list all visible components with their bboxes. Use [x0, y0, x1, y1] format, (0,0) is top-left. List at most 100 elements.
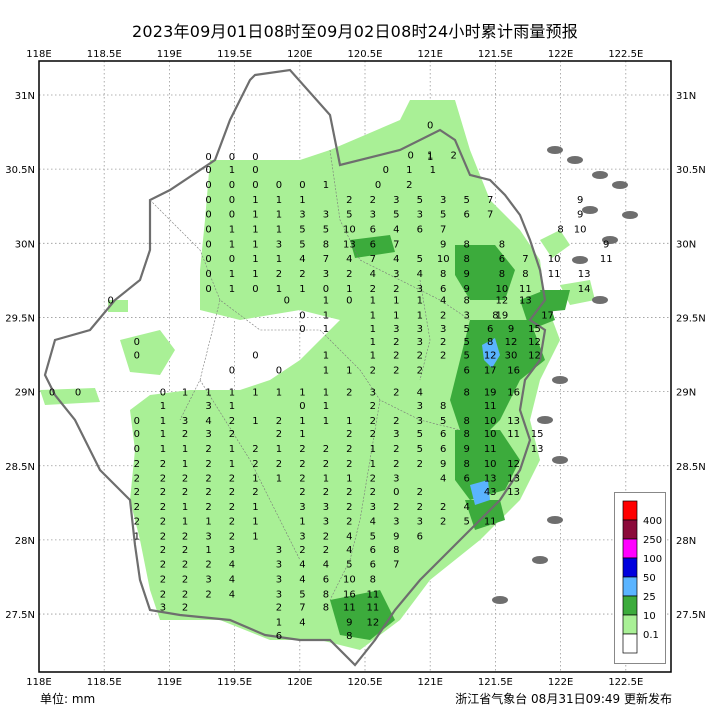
rain-value: 4: [417, 388, 423, 399]
rain-value: 3: [393, 324, 399, 335]
lon-tick-top: 118.5E: [87, 49, 122, 60]
rain-value: 2: [182, 531, 188, 542]
rain-value: 1: [205, 388, 211, 399]
rain-value: 2: [370, 429, 376, 440]
rain-value: 3: [323, 269, 329, 280]
precip-0.1-10: [130, 100, 560, 650]
rain-value: 3: [440, 195, 446, 206]
rain-value: 1: [346, 416, 352, 427]
rain-value: 5: [323, 224, 329, 235]
rain-value: 5: [417, 254, 423, 265]
rain-value: 2: [346, 195, 352, 206]
lon-tick-bottom: 122E: [548, 677, 573, 688]
rain-value: 10: [484, 416, 497, 427]
rain-value: 2: [160, 545, 166, 556]
rain-value: 0: [205, 224, 211, 235]
county-boundary: [419, 279, 431, 381]
rain-value: 1: [323, 365, 329, 376]
rain-value: 1: [370, 351, 376, 362]
rain-value: 0: [299, 401, 305, 412]
rain-value: 0: [49, 388, 55, 399]
lat-tick-left: 29N: [15, 388, 35, 399]
rain-value: 2: [160, 574, 166, 585]
precip-10-25: [350, 235, 395, 258]
legend: 400 250 100 50 25 10 0.1: [614, 492, 666, 664]
rain-value: 2: [450, 150, 456, 161]
lat-tick-right: 29N: [676, 388, 696, 399]
rain-value: 0: [134, 416, 140, 427]
rain-value: 1: [229, 165, 235, 176]
lon-tick-top: 120.5E: [348, 49, 383, 60]
rain-value: 2: [299, 444, 305, 455]
rain-value: 12: [496, 296, 509, 307]
rain-value: 2: [229, 474, 235, 485]
rain-value: 2: [393, 416, 399, 427]
rain-value: 2: [346, 388, 352, 399]
rain-value: 1: [323, 351, 329, 362]
legend-swatch: [622, 633, 638, 654]
rain-value: 7: [299, 603, 305, 614]
legend-swatch: [622, 519, 638, 540]
rain-value: 8: [440, 401, 446, 412]
rain-value: 0: [205, 152, 211, 163]
rain-value: 1: [417, 296, 423, 307]
island: [537, 416, 553, 424]
rain-value: 1: [205, 517, 211, 528]
rain-value: 2: [160, 560, 166, 571]
lat-tick-right: 27.5N: [676, 610, 706, 621]
rain-value: 1: [430, 165, 436, 176]
rain-value: 43: [484, 487, 497, 498]
rain-value: 0: [134, 429, 140, 440]
rain-value: 2: [370, 195, 376, 206]
rain-value: 19: [496, 310, 509, 321]
rain-value: 11: [600, 254, 613, 265]
rain-value: 13: [507, 487, 520, 498]
rain-value: 2: [276, 459, 282, 470]
rain-value: 3: [276, 239, 282, 250]
rain-value: 3: [323, 517, 329, 528]
lat-tick-right: 30N: [676, 239, 696, 250]
rain-value: 7: [487, 195, 493, 206]
rain-value: 0: [134, 444, 140, 455]
rain-value: 0: [299, 180, 305, 191]
rain-value: 3: [464, 310, 470, 321]
rain-value: 1: [229, 401, 235, 412]
rain-value: 7: [487, 210, 493, 221]
rain-value: 6: [417, 531, 423, 542]
rain-value: 2: [229, 517, 235, 528]
legend-swatch: [622, 595, 638, 616]
rain-value: 2: [393, 337, 399, 348]
rain-value: 2: [440, 310, 446, 321]
lon-tick-top: 121E: [417, 49, 442, 60]
rain-value: 8: [464, 388, 470, 399]
rain-value: 11: [548, 269, 561, 280]
rain-value: 4: [440, 296, 446, 307]
legend-label: 100: [643, 554, 662, 565]
rain-value: 4: [346, 531, 352, 542]
rain-value: 0: [299, 324, 305, 335]
rain-value: 2: [323, 444, 329, 455]
rain-value: 4: [299, 560, 305, 571]
rain-value: 2: [393, 388, 399, 399]
rain-value: 3: [205, 531, 211, 542]
rain-value: 2: [229, 487, 235, 498]
rain-value: 5: [464, 195, 470, 206]
rain-value: 4: [417, 269, 423, 280]
rain-value: 1: [252, 210, 258, 221]
rain-value: 0: [205, 210, 211, 221]
island: [622, 211, 638, 219]
rain-value: 8: [499, 269, 505, 280]
rain-value: 1: [160, 444, 166, 455]
rain-value: 9: [577, 210, 583, 221]
island: [547, 146, 563, 154]
rain-value: 4: [229, 560, 235, 571]
rain-value: 5: [299, 239, 305, 250]
coastline: [43, 68, 547, 667]
rain-value: 2: [393, 365, 399, 376]
lat-tick-right: 29.5N: [676, 313, 706, 324]
rain-value: 5: [464, 337, 470, 348]
rain-value: 4: [346, 254, 352, 265]
rain-value: 8: [464, 254, 470, 265]
rain-value: 0: [323, 284, 329, 295]
rain-value: 2: [299, 459, 305, 470]
